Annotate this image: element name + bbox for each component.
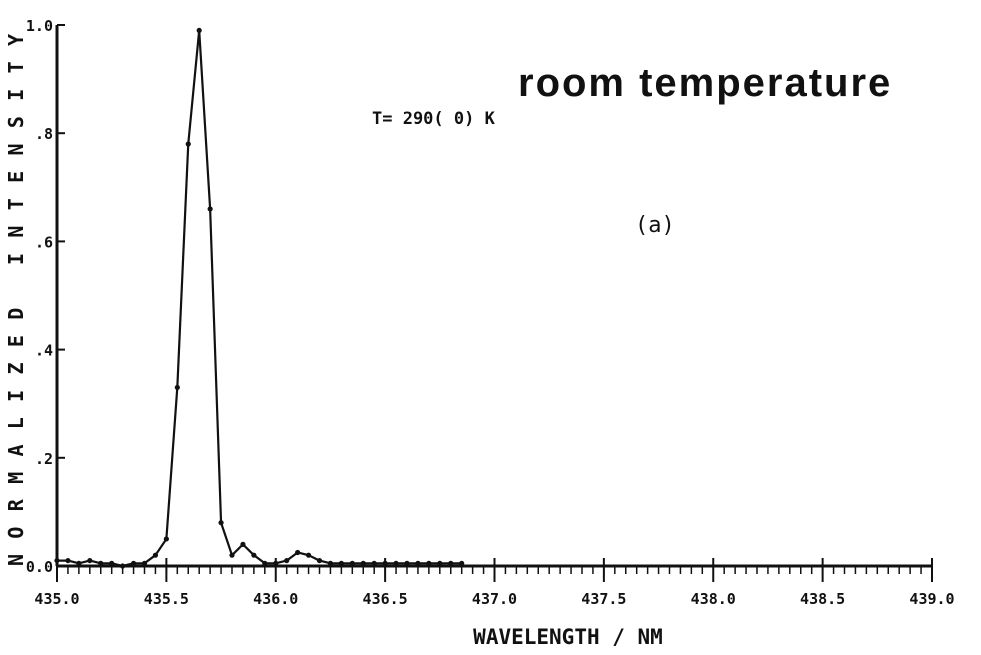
x-tick-label: 439.0 (909, 590, 954, 608)
y-axis-title-char: N (4, 554, 28, 566)
data-point (371, 560, 377, 566)
y-axis-title-char: L (4, 417, 28, 429)
data-point (65, 557, 71, 564)
data-point (229, 552, 235, 558)
data-point (251, 552, 257, 558)
y-axis-title-char: N (4, 143, 28, 155)
data-point (338, 560, 344, 566)
y-axis-title-char: T (4, 61, 28, 73)
y-tick-label: .6 (35, 233, 53, 251)
data-point (404, 560, 410, 566)
data-point (284, 557, 290, 564)
data-point (360, 560, 366, 566)
y-ticks (57, 24, 65, 567)
y-tick-label: 0.0 (26, 558, 53, 576)
chart-title: room temperature (518, 61, 892, 105)
data-point (295, 549, 301, 556)
y-axis-title-char: T (4, 198, 28, 210)
data-point (174, 384, 180, 391)
x-tick-label: 436.5 (363, 590, 408, 608)
data-point (185, 141, 191, 147)
data-point (240, 541, 246, 547)
x-tick-labels: 435.0 435.5 436.0 436.5 437.0 437.5 438.0 438.5… (34, 590, 954, 608)
y-tick-label: .2 (35, 450, 53, 468)
y-axis-title-char: A (4, 445, 28, 457)
data-point (349, 560, 355, 566)
data-point (207, 206, 213, 212)
data-point (382, 560, 388, 566)
y-tick-label: 1.0 (26, 17, 53, 35)
data-point (109, 560, 115, 566)
x-tick-label: 435.0 (34, 590, 79, 608)
data-point (426, 560, 432, 566)
series-group (54, 27, 465, 569)
y-axis-title-char: D (4, 308, 28, 320)
x-tick-label: 435.5 (144, 590, 189, 608)
y-tick-label: .8 (35, 125, 53, 143)
y-axis-title-char: E (4, 335, 28, 347)
x-tick-label: 437.5 (581, 590, 626, 608)
y-axis-title-char: Y (4, 34, 28, 46)
y-axis-title-char: M (4, 472, 28, 484)
data-point (393, 560, 399, 566)
data-point (448, 560, 454, 566)
y-tick-label: .4 (35, 342, 53, 360)
temperature-annotation: T= 290( 0) K (372, 109, 496, 129)
y-axis-title-char: Z (4, 362, 28, 374)
x-axis-title: WAVELENGTH / NM (473, 625, 663, 649)
y-axis-title-char: R (4, 498, 28, 511)
x-tick-label: 438.5 (800, 590, 845, 608)
y-axis-title-char: I (4, 253, 28, 265)
y-axis-title: Y T I S N E T N I D E Z I L A M R O N (4, 34, 28, 566)
x-tick-label: 437.0 (472, 590, 517, 608)
y-tick-labels: 0.0 .2 .4 .6 .8 1.0 (26, 17, 53, 576)
y-axis-title-char: I (4, 390, 28, 402)
data-point (273, 560, 279, 566)
data-point (316, 557, 323, 564)
data-point (76, 560, 82, 566)
data-point (218, 520, 224, 526)
y-axis-title-char: I (4, 89, 28, 101)
data-point (305, 552, 312, 558)
y-axis-title-char: S (4, 116, 28, 128)
x-tick-label: 436.0 (253, 590, 298, 608)
data-point (141, 560, 148, 566)
y-axis-title-char: E (4, 171, 28, 183)
panel-label: (a) (635, 213, 675, 238)
data-point (415, 560, 421, 566)
x-tick-label: 438.0 (691, 590, 736, 608)
y-axis-title-char: O (4, 527, 28, 539)
data-point (262, 560, 268, 566)
data-point (120, 563, 126, 569)
y-axis-title-char: N (4, 226, 28, 238)
data-point (163, 536, 169, 542)
data-point (98, 560, 104, 566)
data-point (327, 560, 334, 566)
data-point (196, 27, 202, 34)
data-point (87, 557, 93, 564)
data-point (437, 560, 443, 566)
data-point (54, 557, 60, 564)
data-point (152, 552, 159, 558)
data-point (459, 560, 465, 566)
data-point (130, 560, 137, 566)
